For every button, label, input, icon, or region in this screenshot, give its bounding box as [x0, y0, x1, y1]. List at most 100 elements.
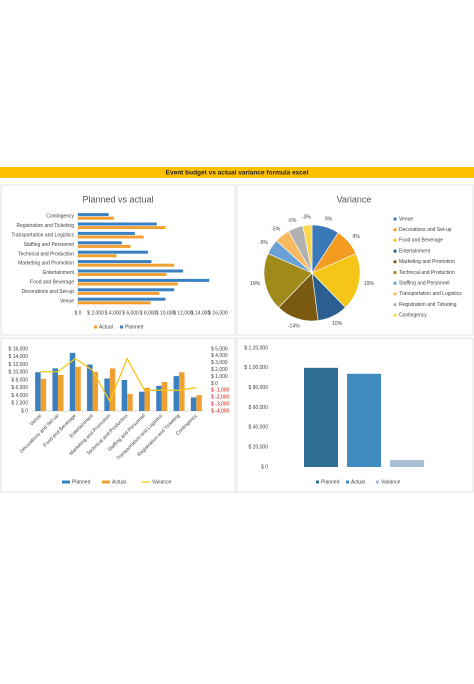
bar	[127, 393, 133, 411]
bar	[78, 244, 131, 248]
bar	[78, 260, 152, 264]
y-tick-label: $ 6,000	[11, 385, 28, 391]
category-label: Contingency	[46, 214, 74, 220]
x-tick-label: $ 6,000	[122, 310, 139, 316]
legend-swatch	[393, 292, 397, 296]
y2-tick-label: $ 5,000	[211, 346, 228, 352]
y2-tick-label: $ 0	[211, 381, 218, 387]
bar	[156, 385, 162, 411]
y-tick-label: $ 4,000	[11, 393, 28, 399]
legend-label: Actual	[99, 325, 113, 331]
pie-slice	[263, 253, 313, 308]
legend-label: Variance	[381, 479, 401, 485]
x-tick-label: $ 4,000	[105, 310, 122, 316]
y-tick-label: $ 1,20,000	[244, 345, 268, 351]
chart-title: Planned vs actual	[82, 194, 153, 204]
x-tick-label: $ 10,000	[156, 310, 176, 316]
legend-swatch	[346, 480, 349, 484]
legend-label: Registration and Ticketing	[399, 302, 457, 308]
bar	[78, 282, 178, 286]
bar	[390, 460, 424, 467]
bar	[78, 213, 109, 217]
y-tick-label: $ 40,000	[249, 425, 269, 431]
title-bar	[0, 167, 474, 178]
bar	[78, 226, 166, 230]
y-tick-label: $ 8,000	[11, 377, 28, 383]
x-tick-label: $ 12,000	[173, 310, 193, 316]
y2-tick-label: $ 1,000	[211, 374, 228, 380]
legend-swatch	[393, 270, 397, 275]
legend-label: Transportation and Logistics	[399, 291, 462, 297]
bar	[347, 373, 381, 467]
panel	[236, 337, 474, 493]
panel	[236, 184, 474, 336]
bar	[40, 378, 47, 411]
bar	[35, 372, 41, 411]
legend-label: Planned	[321, 479, 340, 485]
legend-label: Actual	[351, 479, 365, 485]
chart-title: Variance	[337, 194, 372, 204]
bar	[78, 231, 135, 235]
legend-label: Actual	[112, 479, 126, 485]
panel-borders	[0, 184, 474, 493]
y2-tick-label: $ -4,000	[211, 408, 230, 414]
legend-swatch	[102, 480, 110, 484]
bar	[161, 381, 168, 411]
legend-label: Food and Beverage	[399, 238, 443, 244]
bar	[78, 288, 175, 292]
y2-tick-label: $ -1,000	[211, 388, 230, 394]
y-tick-label: $ 2,000	[11, 401, 28, 407]
category-label: Marketing and Promotion	[18, 261, 74, 267]
data-label: -5%	[271, 227, 280, 233]
legend-label: Staffing and Personnel	[399, 281, 450, 287]
legend-swatch	[393, 281, 397, 285]
y-tick-label: $ 0	[261, 464, 268, 470]
category-label: Staffing and Personnel	[23, 242, 74, 248]
legend-swatch	[376, 480, 379, 484]
data-label: -5%	[288, 218, 297, 224]
data-label: 10%	[332, 321, 343, 327]
bar	[78, 222, 157, 226]
line	[40, 357, 197, 403]
legend-label: Entertainment	[399, 248, 431, 254]
bar	[78, 235, 144, 239]
data-label: 9%	[353, 234, 361, 240]
bar	[92, 371, 99, 411]
category-label: Food and Beverage	[30, 280, 74, 286]
bar	[78, 241, 122, 245]
legend-swatch	[393, 260, 397, 264]
bar	[304, 367, 338, 467]
data-label: 19%	[250, 281, 261, 287]
bar	[78, 273, 167, 277]
y2-tick-label: $ -2,000	[211, 395, 230, 401]
legend-label: Contingency	[399, 313, 427, 319]
legend-swatch	[393, 228, 397, 232]
x-tick-label: $ 8,000	[140, 310, 157, 316]
bar	[52, 368, 58, 411]
legend-swatch	[94, 325, 97, 329]
data-label: -14%	[288, 323, 300, 329]
bar	[78, 250, 148, 254]
panel	[0, 337, 236, 493]
bar	[196, 395, 202, 411]
bar	[78, 301, 151, 305]
legend-label: Decorations and Set-up	[399, 227, 452, 233]
y-tick-label: $ 20,000	[249, 444, 269, 450]
y-tick-label: $ 0	[21, 408, 28, 414]
panel	[0, 184, 236, 336]
legend-swatch	[393, 238, 397, 242]
category-label: Decorations and Set-up	[21, 289, 74, 295]
category-label: Technical and Production	[18, 251, 74, 257]
bar	[78, 291, 160, 295]
y-tick-label: $ 16,000	[9, 346, 29, 352]
pie-slice	[311, 253, 361, 308]
bar	[121, 380, 128, 411]
bar	[173, 376, 180, 411]
x-tick-label: $ 14,000	[191, 310, 211, 316]
x-tick-label: $ 2,000	[87, 310, 104, 316]
bar	[78, 216, 114, 220]
bar	[78, 297, 166, 301]
legend-swatch	[393, 303, 397, 307]
data-label: -3%	[302, 215, 311, 221]
